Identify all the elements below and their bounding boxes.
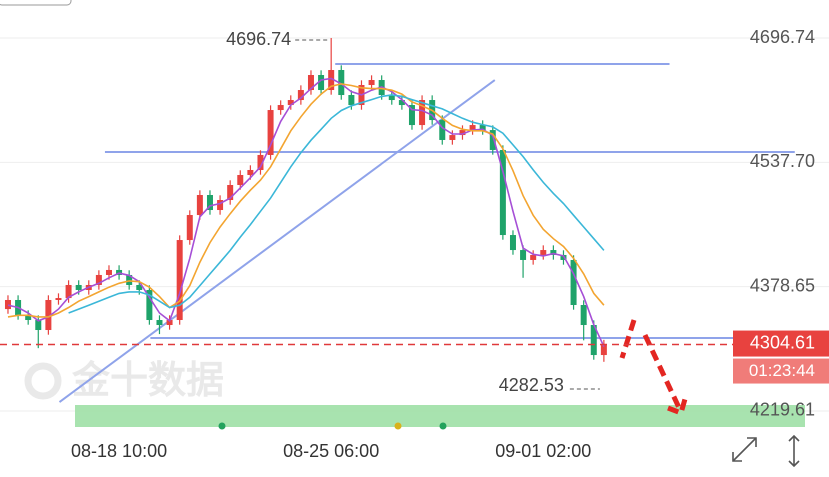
candle-body [328, 70, 335, 91]
icon-stroke [788, 460, 800, 468]
candle-body [520, 250, 527, 260]
x-tick-label: 09-01 02:00 [495, 441, 591, 461]
trend-line [58, 79, 496, 403]
arrow-stroke [642, 333, 684, 414]
candle-body [136, 284, 143, 290]
y-tick-label: 4219.61 [750, 400, 815, 420]
candle-body [550, 250, 557, 255]
candle-body [277, 105, 284, 111]
x-tick-label: 08-25 06:00 [283, 441, 379, 461]
candle-body [45, 299, 52, 331]
candle-body [439, 120, 446, 140]
candle-body [398, 100, 405, 106]
candle-body [590, 325, 597, 356]
candle-body [348, 95, 355, 106]
candle-body [196, 195, 203, 216]
watermark: 金十数据 [71, 359, 224, 402]
candle-body [297, 90, 304, 101]
arrow-stroke [619, 319, 637, 359]
candle-body [217, 200, 224, 211]
candle-body [247, 169, 254, 175]
scale-icon[interactable] [788, 434, 800, 468]
candle-body [227, 185, 234, 201]
plot: 金十数据 4696.74 4282.53 [0, 29, 829, 412]
price-badge [733, 330, 829, 357]
candle-body [257, 154, 264, 170]
candle-body [156, 320, 163, 326]
average-line [68, 94, 605, 314]
candle-body [307, 75, 314, 91]
event-band [75, 405, 805, 427]
candle-body [479, 125, 486, 131]
candle-body [509, 235, 516, 251]
candle-body [105, 269, 112, 275]
event-dot [218, 422, 226, 430]
candle-body [237, 174, 244, 186]
candle-body [126, 274, 133, 285]
candle-body [146, 289, 153, 321]
icon-stroke [732, 452, 742, 462]
candle-body [55, 298, 62, 300]
candle-body [267, 110, 274, 155]
candle-body [408, 105, 415, 126]
event-dot [439, 422, 447, 430]
icon-stroke [732, 437, 757, 462]
arrow-head [667, 398, 688, 417]
average-line [7, 83, 605, 318]
candle-body [176, 240, 183, 321]
candle-body [540, 250, 547, 255]
candle-body [338, 70, 345, 96]
candle-body [600, 344, 607, 356]
candle-body [95, 274, 102, 285]
candle-body [419, 100, 426, 126]
candle-body [75, 284, 82, 290]
candle-body [35, 320, 42, 331]
low-marker: 4282.53 [499, 375, 564, 395]
event-dot [394, 422, 402, 430]
candle-body [4, 299, 11, 310]
candle-body [318, 75, 325, 91]
candle-body [489, 130, 496, 150]
top-tab [0, 0, 72, 6]
candle-body [449, 135, 456, 140]
candle-body [388, 95, 395, 101]
icon-stroke [788, 434, 800, 442]
average-line [7, 77, 605, 347]
expand-icon[interactable] [732, 437, 757, 462]
price-label: 4304.61 [750, 332, 815, 352]
candle-body [469, 125, 476, 131]
icon-stroke [747, 437, 757, 447]
candle-body [580, 304, 587, 326]
y-tick-label: 4696.74 [750, 27, 815, 47]
candle-body [570, 259, 577, 305]
y-tick-label: 4378.65 [750, 275, 815, 295]
countdown-badge [733, 358, 829, 384]
candle-body [459, 130, 466, 136]
watermark-logo [24, 362, 62, 400]
arrow-sketch [619, 319, 688, 417]
x-tick-label: 08-18 10:00 [71, 441, 167, 461]
y-tick-label: 4537.70 [750, 151, 815, 171]
candle-body [25, 315, 32, 321]
candle-body [186, 215, 193, 241]
candle-body [287, 100, 294, 106]
candle-body [499, 149, 506, 236]
candle-body [530, 254, 537, 260]
countdown-label: 01:23:44 [749, 361, 815, 380]
candle-body [206, 195, 213, 211]
candle-body [368, 80, 375, 86]
candle-body [166, 320, 173, 326]
candle-body [65, 284, 72, 299]
high-marker: 4696.74 [226, 29, 291, 49]
